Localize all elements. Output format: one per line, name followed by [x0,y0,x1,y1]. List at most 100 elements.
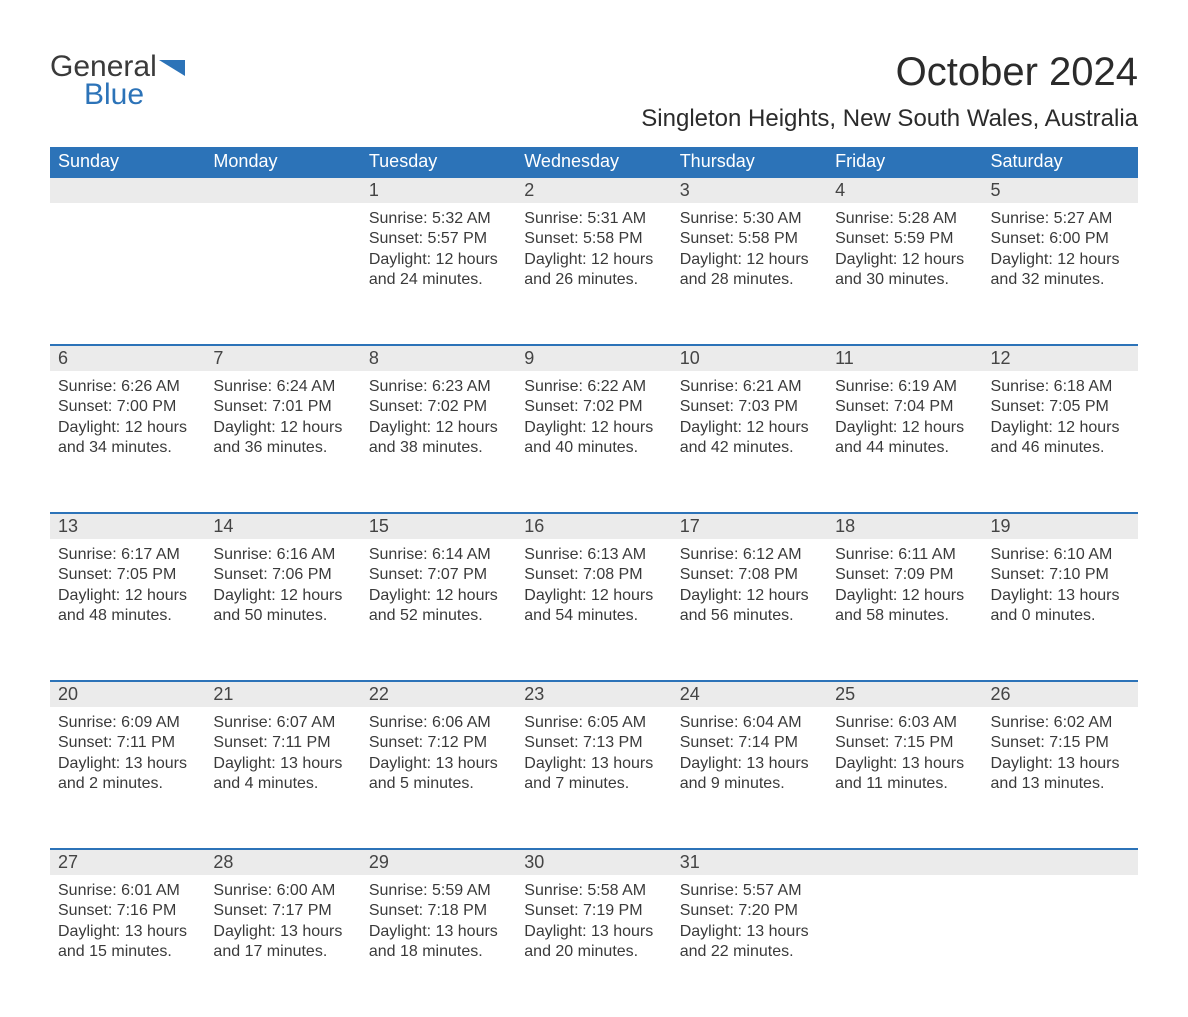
day-cell [50,203,205,345]
sunrise-line: Sunrise: 5:32 AM [369,209,508,229]
day-number-cell: 15 [361,513,516,539]
day-cell: Sunrise: 6:09 AMSunset: 7:11 PMDaylight:… [50,707,205,849]
sunset-line: Sunset: 5:59 PM [835,229,974,249]
day-number-row: 20212223242526 [50,681,1138,707]
sunset-line: Sunset: 7:02 PM [369,397,508,417]
sunrise-line: Sunrise: 5:31 AM [524,209,663,229]
sunrise-line: Sunrise: 5:57 AM [680,881,819,901]
sunrise-line: Sunrise: 6:17 AM [58,545,197,565]
sunset-line: Sunset: 7:18 PM [369,901,508,921]
daylight-line: Daylight: 12 hours and 44 minutes. [835,418,974,459]
day-number-cell: 4 [827,177,982,203]
day-number-cell: 30 [516,849,671,875]
flag-icon [159,56,185,76]
sunrise-line: Sunrise: 5:30 AM [680,209,819,229]
day-number-cell [50,177,205,203]
weekday-header: Tuesday [361,147,516,177]
day-cell: Sunrise: 6:11 AMSunset: 7:09 PMDaylight:… [827,539,982,681]
sunrise-line: Sunrise: 6:06 AM [369,713,508,733]
sunset-line: Sunset: 7:11 PM [58,733,197,753]
daylight-line: Daylight: 13 hours and 13 minutes. [991,754,1130,795]
sunrise-line: Sunrise: 6:22 AM [524,377,663,397]
sunrise-line: Sunrise: 6:01 AM [58,881,197,901]
day-number-cell [983,849,1138,875]
day-number-cell: 27 [50,849,205,875]
day-cell: Sunrise: 5:58 AMSunset: 7:19 PMDaylight:… [516,875,671,1017]
day-number-cell: 21 [205,681,360,707]
daylight-line: Daylight: 12 hours and 28 minutes. [680,250,819,291]
sunset-line: Sunset: 7:00 PM [58,397,197,417]
sunrise-line: Sunrise: 6:18 AM [991,377,1130,397]
day-number-cell: 5 [983,177,1138,203]
sunrise-line: Sunrise: 6:16 AM [213,545,352,565]
day-number-cell [205,177,360,203]
weekday-header: Sunday [50,147,205,177]
day-number-cell: 26 [983,681,1138,707]
day-cell: Sunrise: 6:22 AMSunset: 7:02 PMDaylight:… [516,371,671,513]
daylight-line: Daylight: 12 hours and 48 minutes. [58,586,197,627]
day-number-cell: 20 [50,681,205,707]
sunrise-line: Sunrise: 6:26 AM [58,377,197,397]
daylight-line: Daylight: 12 hours and 40 minutes. [524,418,663,459]
day-cell: Sunrise: 6:19 AMSunset: 7:04 PMDaylight:… [827,371,982,513]
sunset-line: Sunset: 7:14 PM [680,733,819,753]
daylight-line: Daylight: 12 hours and 50 minutes. [213,586,352,627]
day-number-cell: 2 [516,177,671,203]
day-cell: Sunrise: 5:57 AMSunset: 7:20 PMDaylight:… [672,875,827,1017]
daylight-line: Daylight: 12 hours and 36 minutes. [213,418,352,459]
day-cell: Sunrise: 6:14 AMSunset: 7:07 PMDaylight:… [361,539,516,681]
sunrise-line: Sunrise: 6:24 AM [213,377,352,397]
sunset-line: Sunset: 5:57 PM [369,229,508,249]
month-title: October 2024 [641,50,1138,95]
daylight-line: Daylight: 12 hours and 42 minutes. [680,418,819,459]
sunrise-line: Sunrise: 5:58 AM [524,881,663,901]
day-number-cell: 17 [672,513,827,539]
weekday-header: Monday [205,147,360,177]
sunrise-line: Sunrise: 6:04 AM [680,713,819,733]
daylight-line: Daylight: 12 hours and 46 minutes. [991,418,1130,459]
day-number-cell: 18 [827,513,982,539]
day-cell: Sunrise: 5:59 AMSunset: 7:18 PMDaylight:… [361,875,516,1017]
day-number-cell: 1 [361,177,516,203]
sunset-line: Sunset: 7:10 PM [991,565,1130,585]
sunset-line: Sunset: 7:08 PM [524,565,663,585]
sunset-line: Sunset: 7:03 PM [680,397,819,417]
day-number-cell: 12 [983,345,1138,371]
sunrise-line: Sunrise: 6:07 AM [213,713,352,733]
day-cell: Sunrise: 6:05 AMSunset: 7:13 PMDaylight:… [516,707,671,849]
day-cell: Sunrise: 6:18 AMSunset: 7:05 PMDaylight:… [983,371,1138,513]
daylight-line: Daylight: 13 hours and 4 minutes. [213,754,352,795]
day-content-row: Sunrise: 6:26 AMSunset: 7:00 PM Daylight:… [50,371,1138,513]
day-number-cell: 10 [672,345,827,371]
day-number-cell: 28 [205,849,360,875]
daylight-line: Daylight: 12 hours and 38 minutes. [369,418,508,459]
day-number-cell: 22 [361,681,516,707]
day-number-row: 6789101112 [50,345,1138,371]
day-cell: Sunrise: 6:10 AMSunset: 7:10 PMDaylight:… [983,539,1138,681]
sunset-line: Sunset: 7:15 PM [835,733,974,753]
sunrise-line: Sunrise: 6:14 AM [369,545,508,565]
daylight-line: Daylight: 13 hours and 17 minutes. [213,922,352,963]
day-cell: Sunrise: 6:01 AMSunset: 7:16 PMDaylight:… [50,875,205,1017]
logo: General Blue [50,50,185,112]
weekday-header: Thursday [672,147,827,177]
day-cell: Sunrise: 5:30 AMSunset: 5:58 PMDaylight:… [672,203,827,345]
sunrise-line: Sunrise: 6:03 AM [835,713,974,733]
sunset-line: Sunset: 5:58 PM [524,229,663,249]
day-number-cell: 7 [205,345,360,371]
sunrise-line: Sunrise: 6:09 AM [58,713,197,733]
daylight-line: Daylight: 13 hours and 20 minutes. [524,922,663,963]
day-number-cell: 29 [361,849,516,875]
sunrise-line: Sunrise: 6:11 AM [835,545,974,565]
day-number-cell: 13 [50,513,205,539]
daylight-line: Daylight: 13 hours and 5 minutes. [369,754,508,795]
sunset-line: Sunset: 7:01 PM [213,397,352,417]
day-number-row: 12345 [50,177,1138,203]
day-number-cell: 23 [516,681,671,707]
day-content-row: Sunrise: 6:01 AMSunset: 7:16 PMDaylight:… [50,875,1138,1017]
day-number-cell: 24 [672,681,827,707]
sunrise-line: Sunrise: 6:12 AM [680,545,819,565]
day-number-cell [827,849,982,875]
sunset-line: Sunset: 7:05 PM [991,397,1130,417]
sunrise-line: Sunrise: 6:13 AM [524,545,663,565]
